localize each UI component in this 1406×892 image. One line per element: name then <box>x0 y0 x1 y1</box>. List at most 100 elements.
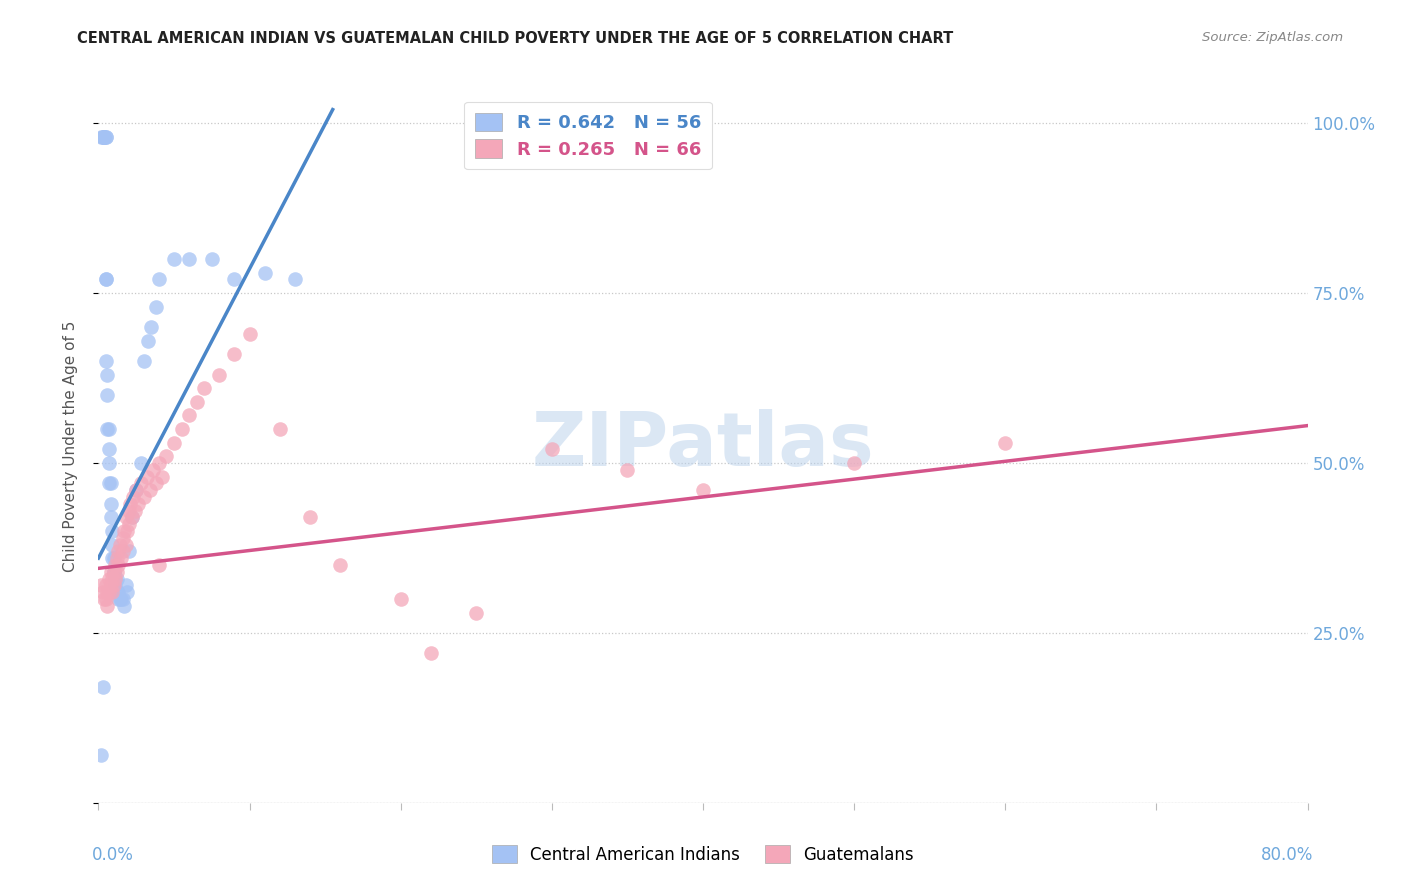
Point <box>91 585 114 599</box>
Point <box>125 483 148 498</box>
Point <box>93 129 115 144</box>
Point <box>329 558 352 572</box>
Point <box>101 524 124 538</box>
Point <box>148 456 170 470</box>
Legend: Central American Indians, Guatemalans: Central American Indians, Guatemalans <box>485 838 921 871</box>
Point <box>125 483 148 498</box>
Point <box>224 272 246 286</box>
Point <box>114 578 136 592</box>
Point <box>420 646 443 660</box>
Point <box>103 565 125 579</box>
Point <box>132 354 155 368</box>
Point <box>107 558 129 572</box>
Point <box>98 476 121 491</box>
Point <box>98 442 121 457</box>
Point <box>105 565 128 579</box>
Point <box>112 599 135 613</box>
Legend: R = 0.642   N = 56, R = 0.265   N = 66: R = 0.642 N = 56, R = 0.265 N = 66 <box>464 102 711 169</box>
Point <box>118 544 141 558</box>
Point <box>132 490 155 504</box>
Point <box>104 572 127 586</box>
Point <box>93 591 115 606</box>
Point <box>105 551 128 566</box>
Point <box>118 517 141 532</box>
Point <box>94 354 117 368</box>
Point <box>118 503 141 517</box>
Point <box>96 599 118 613</box>
Point <box>186 394 208 409</box>
Point <box>98 572 121 586</box>
Point <box>111 591 134 606</box>
Point <box>115 524 138 538</box>
Point <box>114 537 136 551</box>
Point <box>104 578 127 592</box>
Point <box>94 591 117 606</box>
Point <box>105 585 128 599</box>
Point <box>201 252 224 266</box>
Point <box>155 449 177 463</box>
Point <box>103 565 125 579</box>
Point <box>96 388 118 402</box>
Point <box>101 585 124 599</box>
Point <box>110 551 132 566</box>
Point <box>389 591 412 606</box>
Text: ZIPatlas: ZIPatlas <box>531 409 875 483</box>
Text: Source: ZipAtlas.com: Source: ZipAtlas.com <box>1202 31 1343 45</box>
Point <box>141 320 163 334</box>
Point <box>98 456 121 470</box>
Point <box>148 558 170 572</box>
Point <box>103 551 125 566</box>
Point <box>208 368 231 382</box>
Point <box>108 537 131 551</box>
Point <box>112 524 135 538</box>
Point <box>105 572 128 586</box>
Point <box>115 585 138 599</box>
Point <box>96 368 118 382</box>
Point <box>269 422 291 436</box>
Point <box>465 606 488 620</box>
Point <box>540 442 562 457</box>
Point <box>90 748 112 763</box>
Point <box>91 129 114 144</box>
Text: 0.0%: 0.0% <box>93 846 134 863</box>
Point <box>98 585 121 599</box>
Point <box>94 578 117 592</box>
Point <box>101 572 124 586</box>
Point <box>94 272 117 286</box>
Point <box>179 409 201 423</box>
Point <box>90 129 112 144</box>
Point <box>121 510 143 524</box>
Point <box>170 422 193 436</box>
Point <box>299 510 322 524</box>
Point <box>224 347 246 361</box>
Point <box>145 476 167 491</box>
Point <box>91 680 114 694</box>
Point <box>122 490 145 504</box>
Point <box>100 578 122 592</box>
Point <box>150 469 173 483</box>
Point <box>163 252 186 266</box>
Point <box>239 326 262 341</box>
Point <box>129 456 152 470</box>
Point <box>844 456 866 470</box>
Point <box>101 551 124 566</box>
Y-axis label: Child Poverty Under the Age of 5: Child Poverty Under the Age of 5 <box>63 320 77 572</box>
Point <box>616 463 638 477</box>
Point <box>142 463 165 477</box>
Point <box>145 300 167 314</box>
Point <box>107 591 129 606</box>
Point <box>114 510 136 524</box>
Point <box>94 272 117 286</box>
Point <box>139 483 162 498</box>
Point <box>108 591 131 606</box>
Point <box>121 510 143 524</box>
Point <box>124 503 146 517</box>
Point <box>90 578 112 592</box>
Point <box>135 469 157 483</box>
Point <box>96 422 118 436</box>
Point <box>104 572 127 586</box>
Point <box>103 565 125 579</box>
Point <box>98 422 121 436</box>
Point <box>93 129 115 144</box>
Point <box>100 565 122 579</box>
